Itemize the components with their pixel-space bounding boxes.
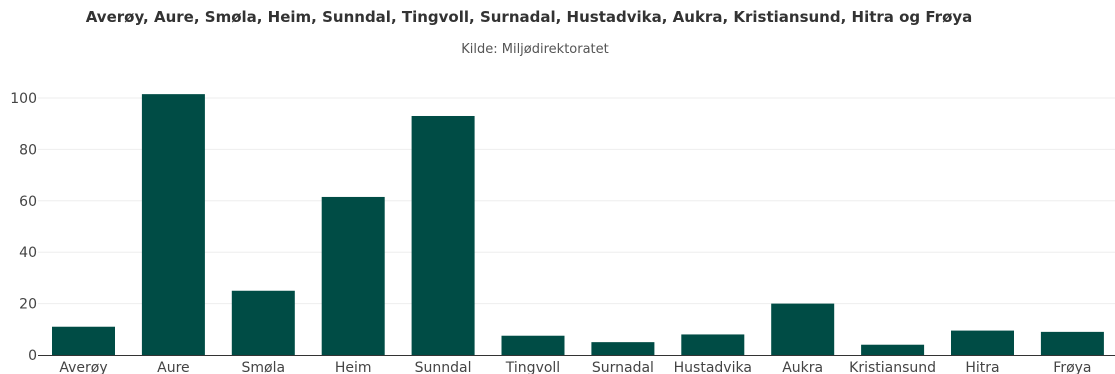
x-tick-label: Sunndal [415, 360, 472, 374]
bar-sunndal[interactable] [411, 115, 475, 356]
bar-tingvoll[interactable] [501, 335, 565, 355]
x-tick-label: Aure [157, 360, 190, 374]
x-axis-ticks: Averøy Aure Smøla Heim Sunndal Tingvoll Surnad… [59, 360, 1091, 374]
y-tick-label: 20 [19, 297, 37, 313]
x-tick-label: Tingvoll [505, 360, 560, 374]
bar-averøy[interactable] [52, 326, 115, 355]
x-tick-label: Hitra [965, 360, 999, 374]
y-axis-ticks: 0 20 40 60 80 100 [10, 91, 37, 364]
y-tick-label: 40 [19, 245, 37, 261]
chart-subtitle: Kilde: Miljødirektoratet [461, 42, 609, 57]
x-tick-label: Kristiansund [849, 360, 936, 374]
bar-frøya[interactable] [1040, 331, 1104, 355]
x-tick-label: Averøy [59, 360, 107, 374]
y-tick-label: 60 [19, 194, 37, 210]
bars [52, 94, 1104, 356]
gridlines [38, 97, 1115, 305]
y-tick-label: 100 [10, 91, 37, 107]
y-tick-label: 0 [28, 348, 37, 364]
x-tick-label: Frøya [1053, 360, 1091, 374]
x-tick-label: Surnadal [592, 360, 654, 374]
x-tick-label: Aukra [782, 360, 823, 374]
x-tick-label: Smøla [242, 360, 286, 374]
bar-smøla[interactable] [231, 290, 295, 355]
bar-hitra[interactable] [951, 330, 1014, 355]
y-tick-label: 80 [19, 142, 37, 158]
chart-title: Averøy, Aure, Smøla, Heim, Sunndal, Ting… [85, 8, 973, 26]
bar-surnadal[interactable] [591, 342, 655, 355]
bar-heim[interactable] [321, 196, 385, 355]
bar-hustadvika[interactable] [681, 334, 745, 355]
x-tick-label: Hustadvika [674, 360, 752, 374]
x-tick-label: Heim [335, 360, 372, 374]
bar-aure[interactable] [141, 94, 205, 356]
bar-aukra[interactable] [771, 303, 835, 355]
bar-kristiansund[interactable] [861, 344, 925, 355]
